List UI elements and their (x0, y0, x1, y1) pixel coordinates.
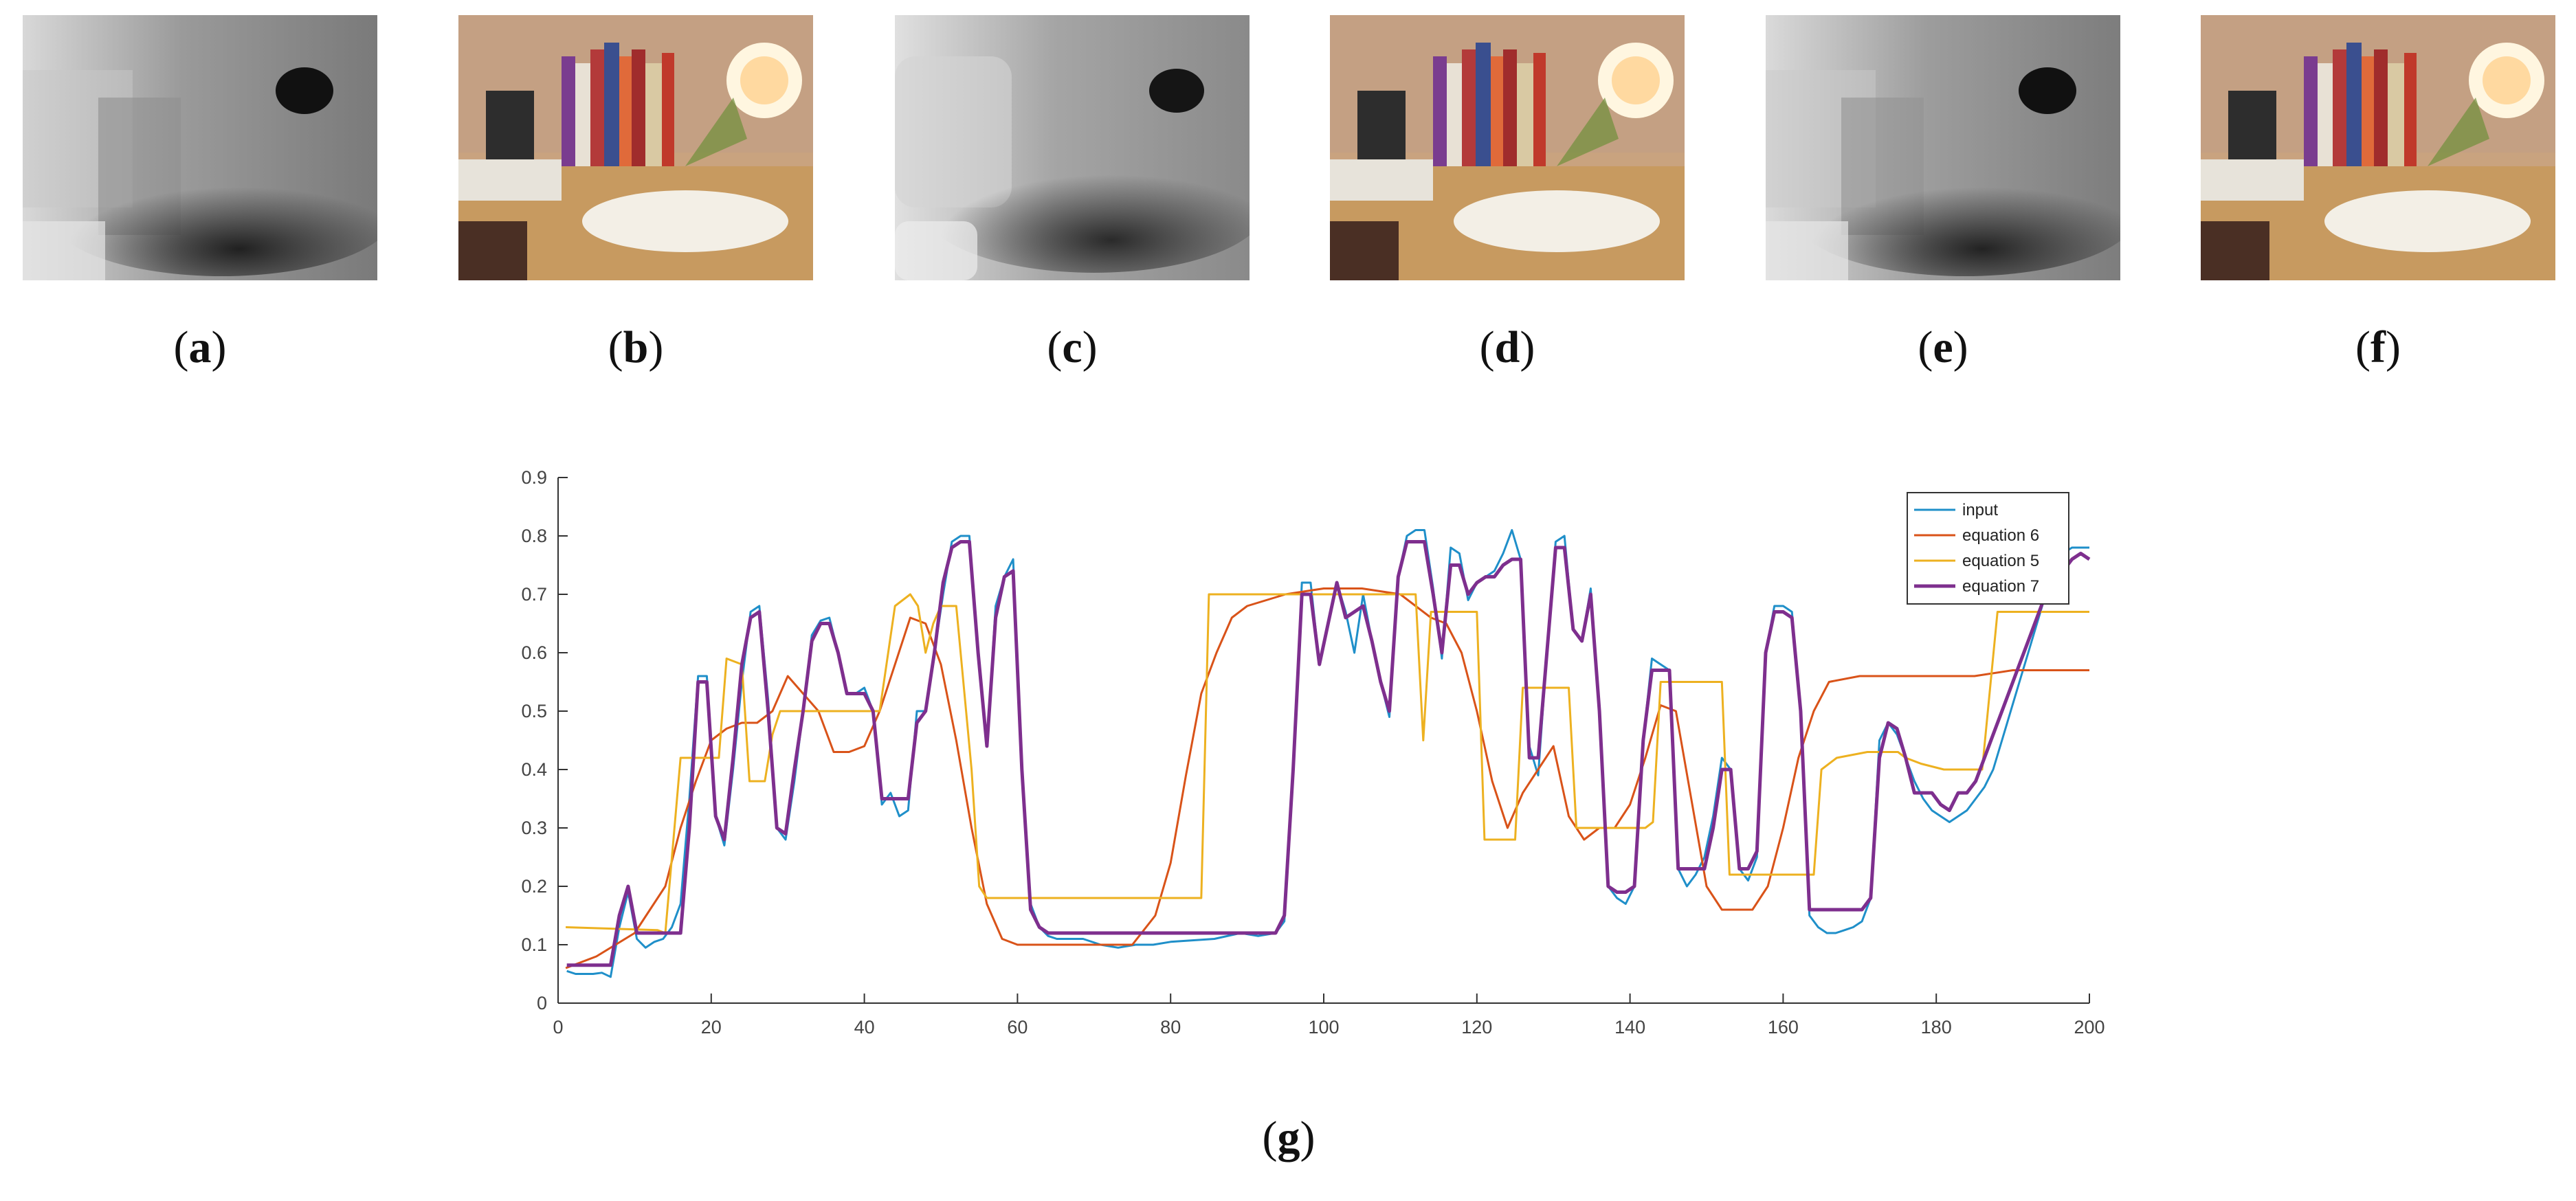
desk-photo-image-d (1330, 15, 1685, 280)
x-tick-label: 40 (854, 1017, 875, 1037)
chart-series (565, 529, 2091, 978)
x-tick-label: 180 (1921, 1017, 1952, 1037)
chart-legend: input equation 6 equation 5 equation 7 (1907, 492, 2069, 605)
panel-d (1330, 15, 1685, 280)
x-tick-label: 140 (1614, 1017, 1645, 1037)
legend-label: equation 5 (1962, 552, 2039, 570)
y-tick-label: 0.7 (521, 584, 547, 605)
depth-map-image-a (23, 15, 377, 280)
x-tick-label: 160 (1768, 1017, 1799, 1037)
panel-label-d: (d) (1479, 322, 1535, 372)
y-tick-label: 0.6 (521, 642, 547, 663)
chart-label-g: (g) (1262, 1112, 1315, 1163)
depth-map-image-c (895, 15, 1250, 280)
panel-e (1766, 15, 2120, 280)
desk-photo-image-b (458, 15, 813, 280)
x-tick-label: 60 (1007, 1017, 1028, 1037)
depth-map-image-e (1766, 15, 2120, 280)
panel-label-c: (c) (1047, 322, 1098, 372)
desk-photo-image-f (2201, 15, 2555, 280)
legend-label: input (1962, 501, 1998, 519)
y-tick-label: 0.5 (521, 701, 547, 721)
x-tick-label: 0 (553, 1017, 563, 1037)
panel-label-b: (b) (608, 322, 664, 372)
panel-label-f: (f) (2355, 322, 2401, 372)
panel-a (23, 15, 377, 280)
legend-label: equation 6 (1962, 526, 2039, 545)
series-line-equation-5 (566, 593, 2089, 934)
y-tick-label: 0.2 (521, 876, 547, 897)
y-tick-label: 0.8 (521, 526, 547, 546)
y-tick-label: 0.1 (521, 934, 547, 955)
y-tick-label: 0.3 (521, 818, 547, 838)
series-line-equation-7 (566, 540, 2091, 967)
panel-c (895, 15, 1250, 280)
y-tick-label: 0.4 (521, 759, 547, 780)
x-tick-label: 80 (1160, 1017, 1181, 1037)
x-tick-label: 200 (2074, 1017, 2105, 1037)
x-tick-label: 120 (1461, 1017, 1492, 1037)
x-tick-label: 20 (701, 1017, 722, 1037)
y-tick-label: 0 (537, 993, 547, 1013)
chart-axes: 0 20 40 60 80 100 120 140 160 180 200 0 0.1 0.2 0.3 0.4… (521, 467, 2105, 1037)
x-tick-label: 100 (1308, 1017, 1339, 1037)
panel-f (2201, 15, 2555, 280)
y-tick-label: 0.9 (521, 467, 547, 488)
panel-label-a: (a) (173, 322, 227, 372)
panel-b (458, 15, 813, 280)
panel-label-e: (e) (1918, 322, 1968, 372)
legend-label: equation 7 (1962, 577, 2039, 596)
